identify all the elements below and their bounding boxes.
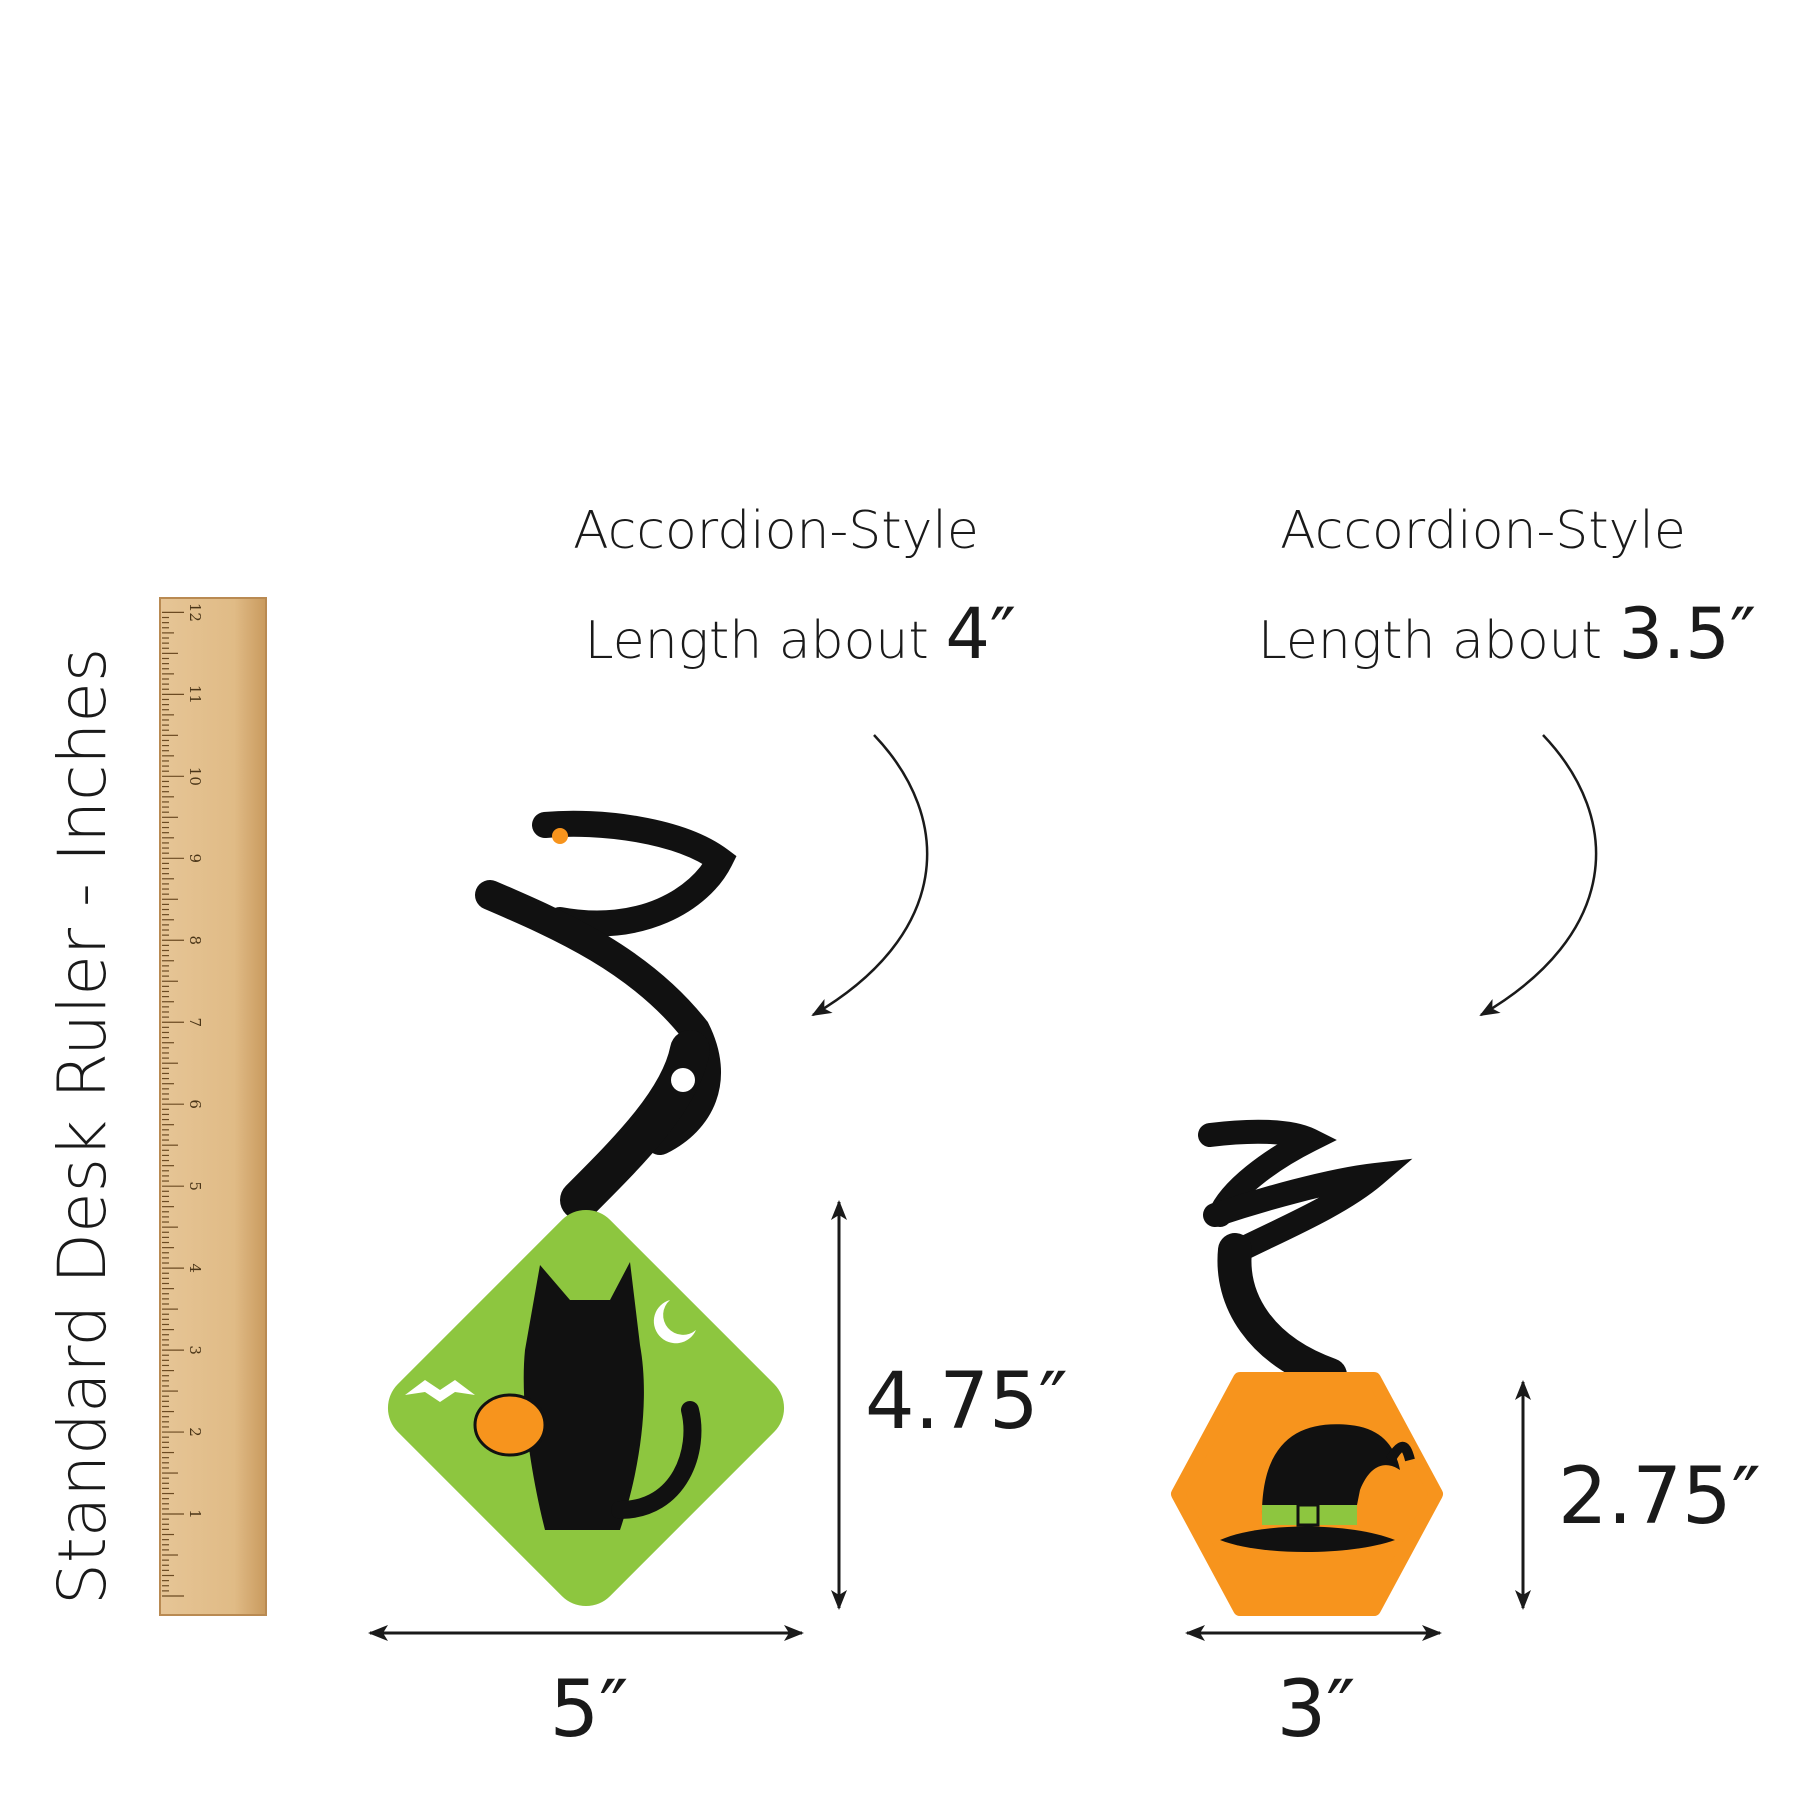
ruler-number: 11 bbox=[186, 685, 204, 704]
left-length-value: 4″ bbox=[945, 593, 1016, 675]
ruler-number: 1 bbox=[186, 1509, 204, 1519]
ruler-caption: Standard Desk Ruler - Inches bbox=[44, 648, 121, 1605]
right-height-label: 2.75″ bbox=[1558, 1452, 1761, 1542]
ruler-number: 2 bbox=[186, 1427, 204, 1437]
ruler-number: 12 bbox=[186, 603, 204, 622]
ruler-number: 6 bbox=[186, 1099, 204, 1109]
right-length-label: Length about 3.5″ bbox=[1258, 593, 1756, 675]
left-swirl-spiral bbox=[475, 810, 737, 1220]
left-style-label: Accordion-Style bbox=[573, 501, 979, 561]
left-height-label: 4.75″ bbox=[865, 1357, 1068, 1447]
right-length-prefix: Length about bbox=[1258, 611, 1602, 671]
ruler-number: 9 bbox=[186, 854, 204, 864]
ruler-number: 8 bbox=[186, 935, 204, 945]
black-cat-with-pumpkin-icon bbox=[405, 1262, 702, 1530]
right-width-label: 3″ bbox=[1277, 1665, 1356, 1755]
right-curved-arrow bbox=[1479, 734, 1598, 1017]
ruler-number: 4 bbox=[186, 1263, 204, 1273]
ruler-number: 10 bbox=[186, 767, 204, 786]
right-length-value: 3.5″ bbox=[1619, 593, 1756, 675]
right-style-label: Accordion-Style bbox=[1280, 501, 1686, 561]
left-length-label: Length about 4″ bbox=[585, 593, 1016, 675]
witch-hat-icon bbox=[1220, 1424, 1415, 1552]
ruler-number: 3 bbox=[186, 1345, 204, 1355]
ruler-number: 7 bbox=[186, 1017, 204, 1027]
right-swirl-spiral bbox=[1198, 1119, 1413, 1392]
ruler-number: 5 bbox=[186, 1181, 204, 1191]
left-length-prefix: Length about bbox=[585, 611, 929, 671]
left-curved-arrow bbox=[811, 734, 929, 1017]
left-width-label: 5″ bbox=[550, 1665, 629, 1755]
